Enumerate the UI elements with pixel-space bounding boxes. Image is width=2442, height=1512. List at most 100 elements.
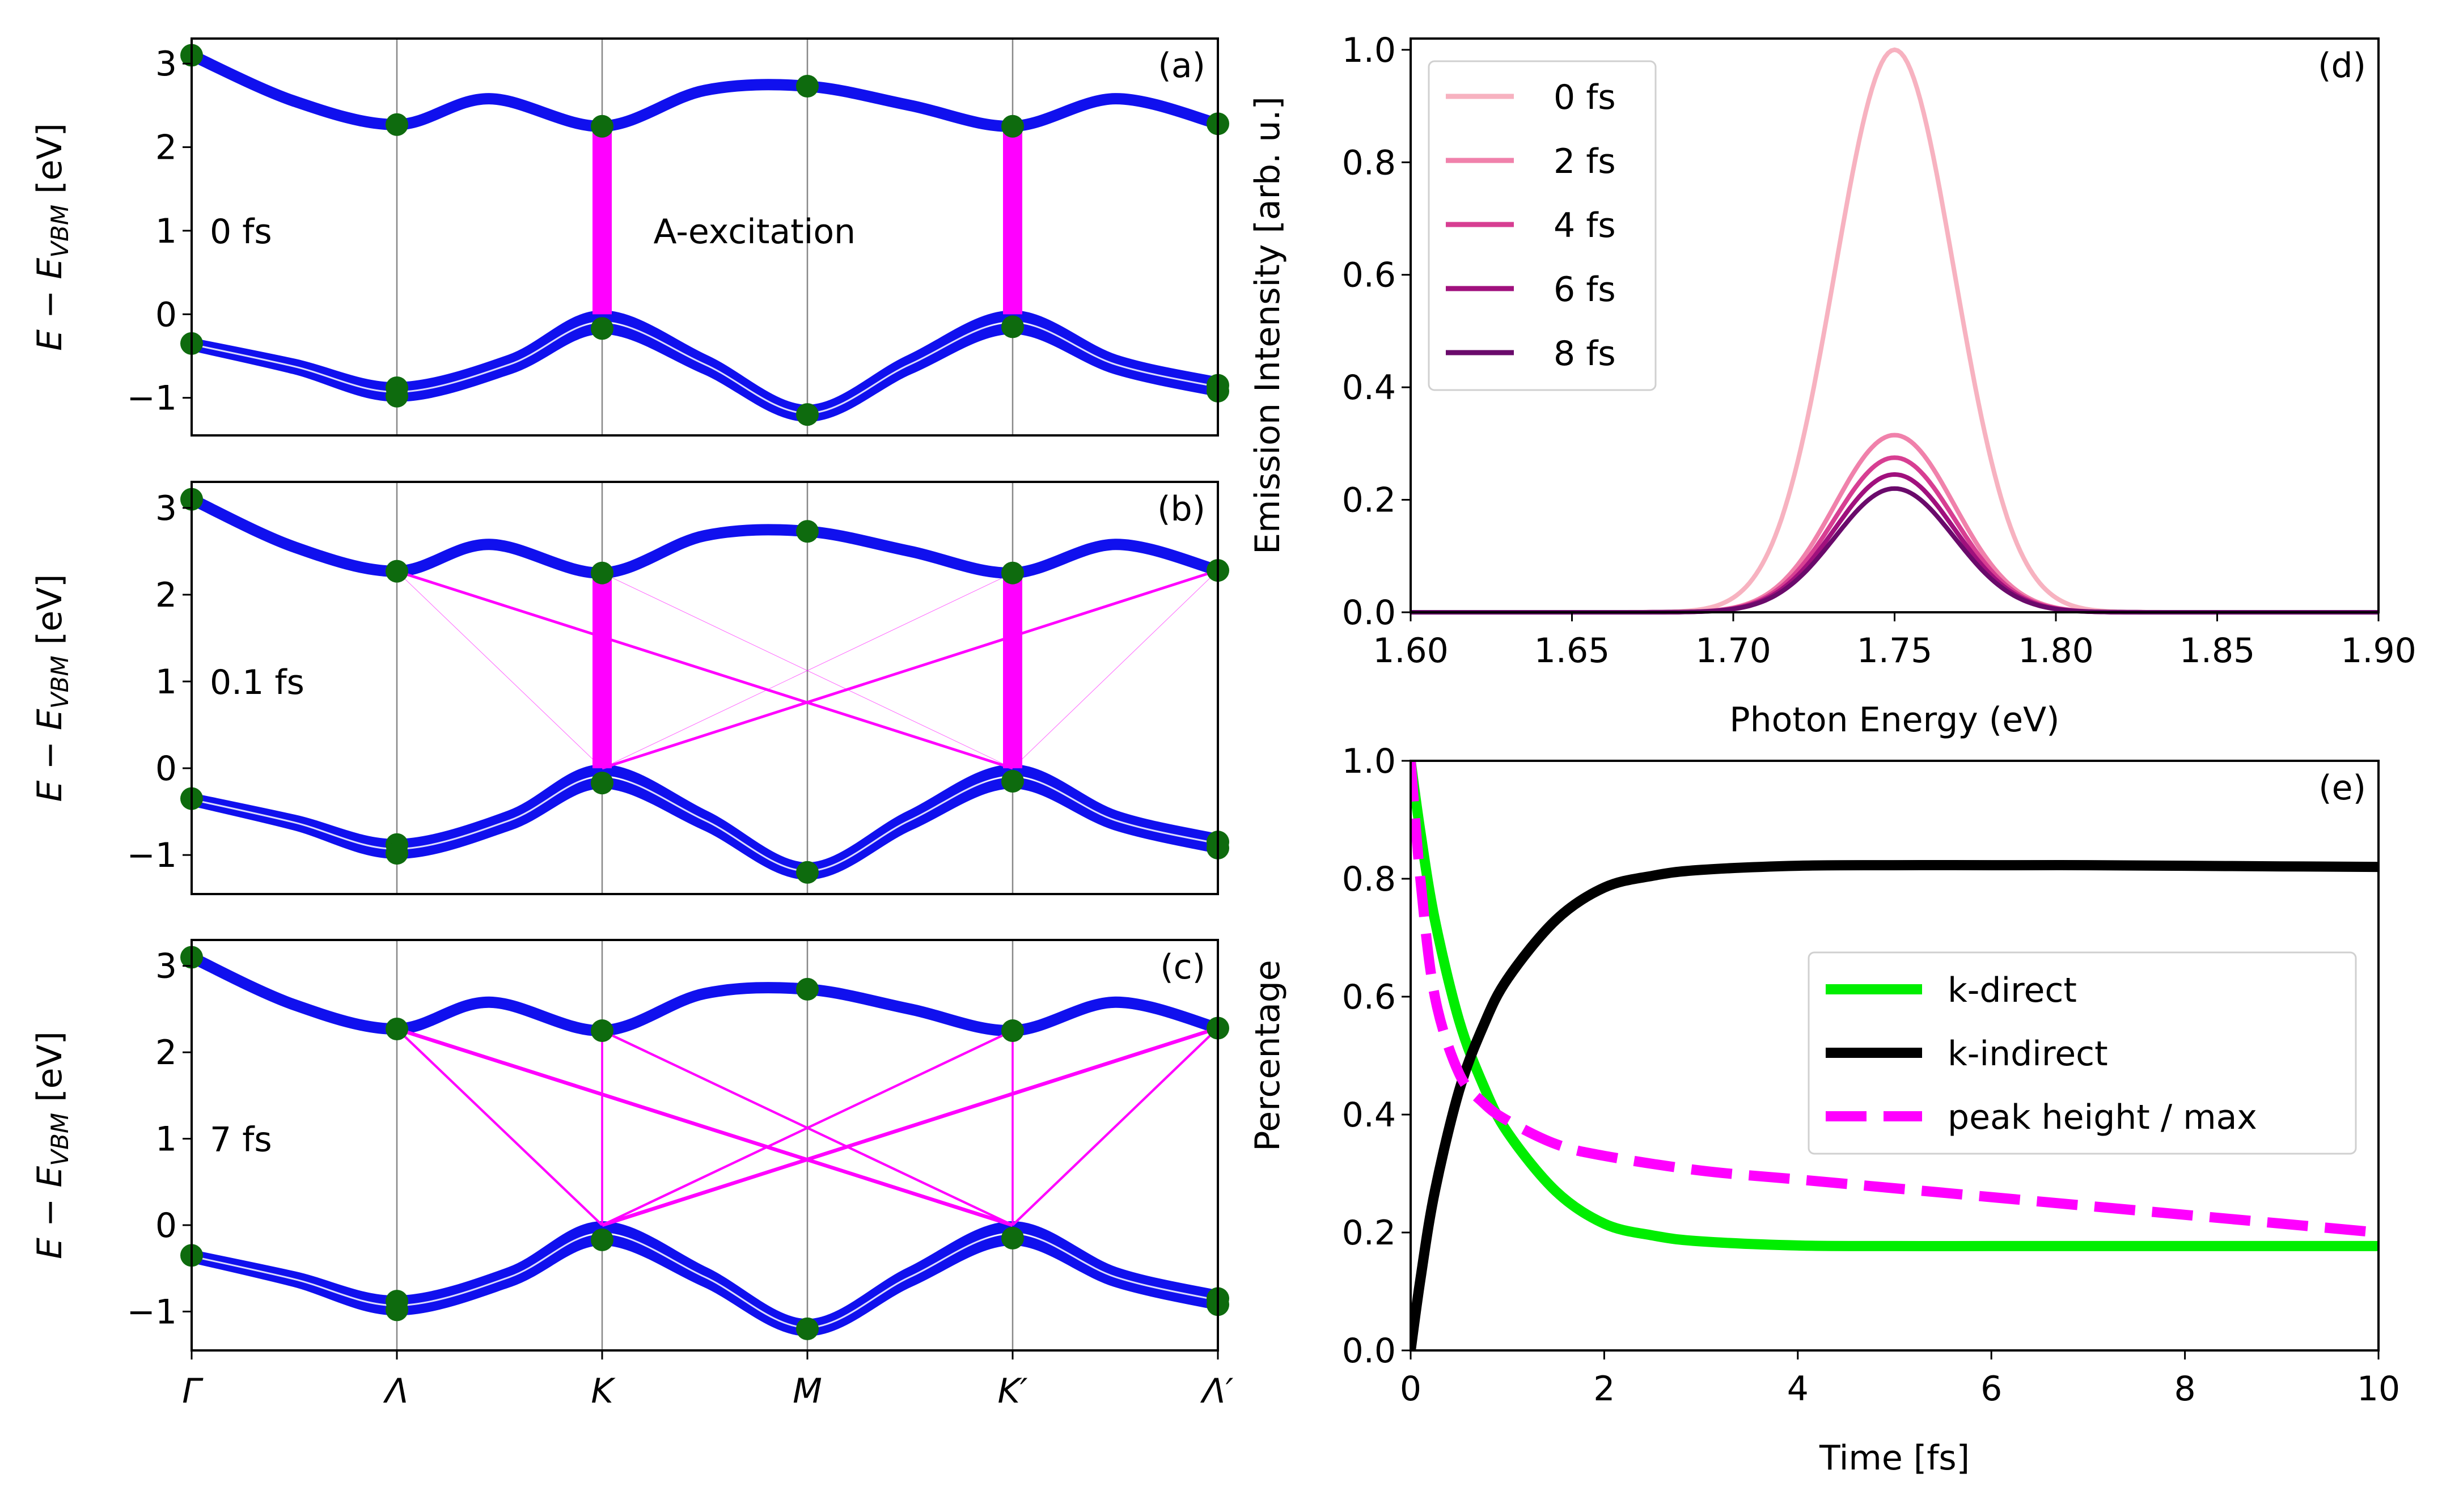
legend-label: 0 fs bbox=[1554, 78, 1616, 117]
valence-band-gap bbox=[191, 1232, 1218, 1329]
panel-label: (b) bbox=[1157, 489, 1205, 529]
valence-band-lower bbox=[186, 323, 1224, 422]
high-symmetry-point bbox=[386, 842, 408, 865]
y-axis-label-base: E − E bbox=[30, 1166, 70, 1259]
high-symmetry-point bbox=[591, 1019, 613, 1043]
excitation-annotation: A-excitation bbox=[654, 212, 856, 252]
y-tick-label: −1 bbox=[127, 836, 177, 875]
band-panel-a: −1 0 1 2 3 E − EVBM [eV] (a) 0 fs A-excitation bbox=[30, 37, 1229, 437]
x-tick-label: Λ′ bbox=[1200, 1371, 1234, 1411]
valence-band-gap bbox=[191, 321, 1218, 414]
legend-label: peak height / max bbox=[1948, 1098, 2257, 1137]
conduction-band bbox=[186, 49, 1224, 132]
high-symmetry-point bbox=[386, 1298, 408, 1322]
band-panel-c: −1 0 1 2 3 E − EVBM [eV] Γ Λ K M K′ Λ′ (c) 7 fs bbox=[30, 939, 1234, 1411]
high-symmetry-point bbox=[1001, 1019, 1024, 1043]
y-axis-label-sub: VBM bbox=[46, 1113, 74, 1166]
x-tick-label: Γ bbox=[182, 1371, 204, 1411]
transition-line bbox=[396, 570, 1013, 770]
time-label: 0 fs bbox=[210, 212, 272, 252]
axes-frame bbox=[191, 37, 1219, 437]
x-tick-label: 1.75 bbox=[1857, 631, 1933, 671]
y-tick-label: 3 bbox=[155, 44, 177, 84]
band-panel-b: −1 0 1 2 3 E − EVBM [eV] (b) 0.1 fs bbox=[30, 481, 1229, 895]
y-tick-label: −1 bbox=[127, 1292, 177, 1332]
y-tick-label: 1.0 bbox=[1342, 31, 1396, 70]
high-symmetry-point bbox=[386, 1017, 408, 1040]
axes-frame bbox=[1410, 760, 2380, 1352]
x-tick-label: 2 bbox=[1593, 1369, 1615, 1409]
valence-band-upper bbox=[186, 1221, 1224, 1331]
conduction-band bbox=[186, 951, 1224, 1037]
legend: k-direct k-indirect peak height / max bbox=[1808, 951, 2357, 1155]
y-tick-label: 0 bbox=[155, 749, 177, 789]
legend-label: 4 fs bbox=[1554, 206, 1616, 245]
y-tick-label: 3 bbox=[155, 489, 177, 528]
series-line bbox=[1411, 761, 2378, 1251]
high-symmetry-point bbox=[591, 115, 613, 138]
y-axis-label-base: E − E bbox=[30, 258, 70, 351]
valence-band-upper bbox=[186, 764, 1224, 874]
y-axis-label-sub: VBM bbox=[46, 205, 74, 258]
series-line bbox=[1411, 761, 2378, 1238]
legend: 0 fs 2 fs 4 fs 6 fs 8 fs bbox=[1428, 60, 1657, 391]
series-line bbox=[1411, 860, 2378, 1350]
x-tick-label: 4 bbox=[1787, 1369, 1809, 1409]
high-symmetry-point bbox=[796, 520, 819, 543]
x-tick-label: 8 bbox=[2174, 1369, 2196, 1409]
x-tick-label: 1.65 bbox=[1534, 631, 1610, 671]
legend-label: 6 fs bbox=[1554, 270, 1616, 310]
legend-frame bbox=[1808, 951, 2357, 1155]
high-symmetry-point bbox=[796, 75, 819, 98]
x-tick-label: M bbox=[793, 1371, 822, 1411]
percentage-panel: 0 2 4 6 8 10 0.0 0.2 0.4 0.6 0.8 1.0 Time [fs] Percen… bbox=[1248, 742, 2400, 1478]
high-symmetry-point bbox=[1001, 115, 1024, 138]
y-tick-label: 1 bbox=[155, 1120, 177, 1159]
transition-line bbox=[602, 569, 1218, 770]
high-symmetry-point bbox=[1001, 770, 1024, 793]
y-axis-label: E − EVBM [eV] bbox=[30, 1031, 74, 1259]
y-axis-label: E − EVBM [eV] bbox=[30, 123, 74, 351]
x-axis-label: Photon Energy (eV) bbox=[1729, 700, 2059, 740]
y-tick-label: −1 bbox=[127, 379, 177, 418]
y-tick-label: 3 bbox=[155, 947, 177, 986]
transition-line bbox=[601, 1026, 1219, 1227]
y-tick-label: 1 bbox=[155, 211, 177, 251]
y-tick-label: 0.2 bbox=[1342, 1213, 1396, 1253]
y-tick-label: 0.4 bbox=[1342, 1095, 1396, 1135]
y-axis-label: E − EVBM [eV] bbox=[30, 574, 74, 802]
y-tick-label: 2 bbox=[155, 575, 177, 615]
valence-band-lower bbox=[186, 1234, 1224, 1336]
axes-frame bbox=[191, 481, 1219, 895]
time-label: 7 fs bbox=[210, 1120, 272, 1160]
y-tick-label: 0.4 bbox=[1342, 368, 1396, 408]
y-axis-label: Percentage bbox=[1248, 960, 1288, 1151]
x-tick-label: 1.90 bbox=[2341, 631, 2416, 671]
x-tick-label: 1.80 bbox=[2018, 631, 2094, 671]
x-tick-label: 6 bbox=[1980, 1369, 2002, 1409]
panel-label: (c) bbox=[1160, 947, 1205, 987]
x-tick-label: K′ bbox=[998, 1371, 1028, 1411]
high-symmetry-point bbox=[591, 1228, 613, 1251]
conduction-band bbox=[186, 493, 1224, 579]
time-label: 0.1 fs bbox=[210, 663, 304, 702]
legend-label: 2 fs bbox=[1554, 142, 1616, 181]
high-symmetry-point bbox=[796, 861, 819, 884]
y-axis-label-unit: [eV] bbox=[30, 1031, 70, 1113]
y-axis-label-base: E − E bbox=[30, 709, 70, 802]
y-axis-label-unit: [eV] bbox=[30, 123, 70, 205]
high-symmetry-point bbox=[1001, 1226, 1024, 1250]
high-symmetry-point bbox=[591, 772, 613, 795]
transition-line bbox=[1011, 1027, 1219, 1226]
x-tick-label: 1.85 bbox=[2179, 631, 2255, 671]
y-tick-label: 2 bbox=[155, 1033, 177, 1073]
high-symmetry-point bbox=[796, 403, 819, 426]
high-symmetry-point bbox=[1001, 315, 1024, 338]
emission-panel: 1.60 1.65 1.70 1.75 1.80 1.85 1.90 0.0 0.2 0.4 0.6… bbox=[1248, 31, 2416, 740]
transition-line bbox=[396, 1027, 1014, 1227]
legend-label: k-direct bbox=[1948, 971, 2077, 1010]
panel-label: (e) bbox=[2318, 768, 2366, 808]
x-tick-label: Λ bbox=[383, 1371, 408, 1411]
high-symmetry-point bbox=[1001, 561, 1024, 585]
legend-label: 8 fs bbox=[1554, 334, 1616, 374]
